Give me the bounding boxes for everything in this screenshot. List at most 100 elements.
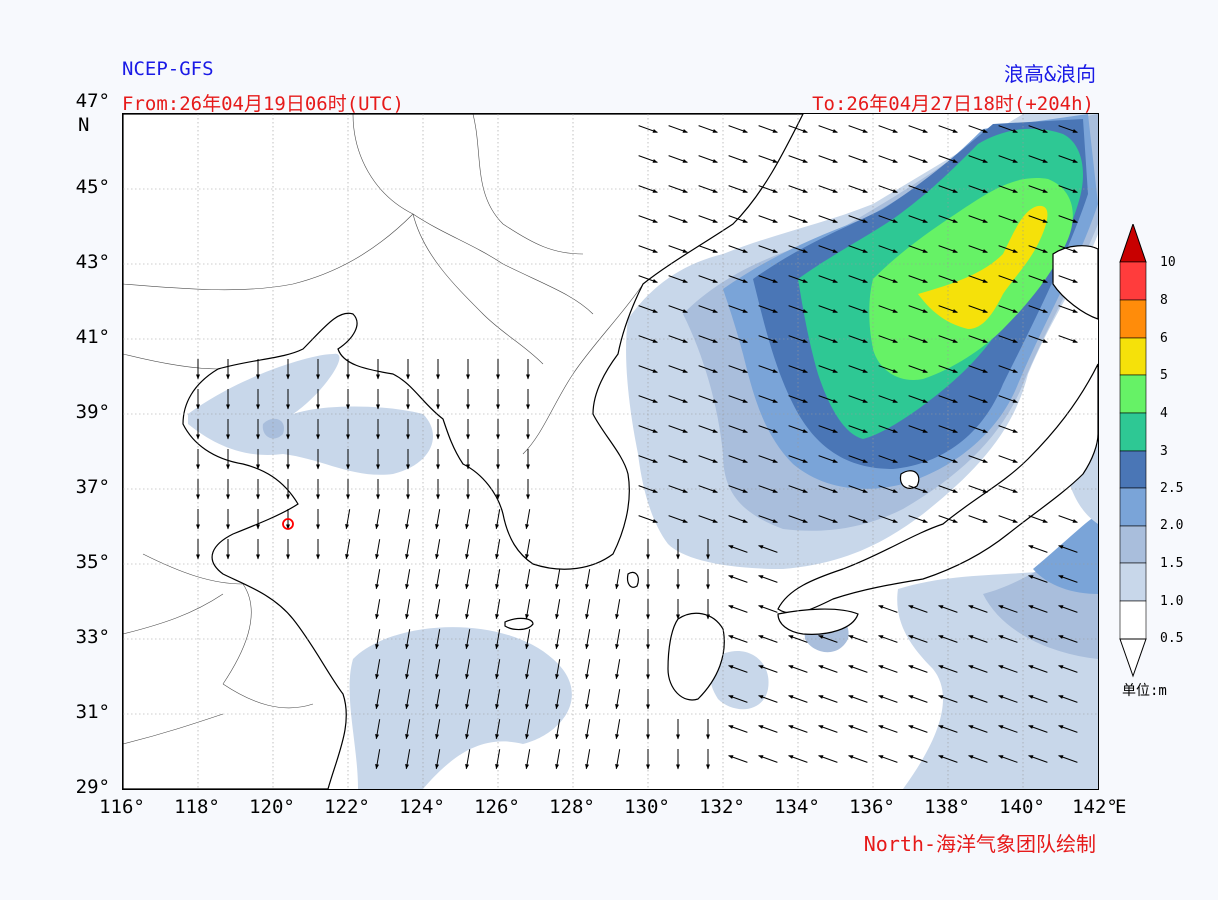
wave-direction-arrow	[495, 659, 501, 680]
wave-direction-arrow	[728, 155, 748, 163]
wave-direction-arrow	[818, 215, 838, 223]
wave-direction-arrow	[818, 635, 838, 643]
lon-label-128: 128°	[549, 796, 595, 818]
wave-direction-arrow	[555, 719, 561, 740]
wave-direction-arrow	[435, 719, 441, 740]
wave-direction-arrow	[818, 425, 838, 433]
wave-direction-arrow	[1028, 245, 1048, 253]
wave-direction-arrow	[1028, 605, 1048, 613]
wave-direction-arrow	[788, 245, 808, 253]
wave-direction-arrow	[938, 125, 958, 133]
wave-direction-arrow	[788, 665, 808, 673]
wave-direction-arrow	[638, 515, 658, 523]
wave-direction-arrow	[465, 539, 471, 560]
wave-direction-arrow	[878, 725, 898, 733]
forecast-start-time: From:26年04月19日06时(UTC)	[122, 93, 404, 115]
wave-direction-arrow	[728, 485, 748, 493]
wave-direction-arrow	[908, 335, 928, 343]
wave-direction-arrow	[728, 395, 748, 403]
wave-direction-arrow	[1028, 335, 1048, 343]
wave-direction-arrow	[638, 365, 658, 373]
wave-direction-arrow	[818, 755, 838, 763]
wave-direction-arrow	[758, 485, 778, 493]
wave-direction-arrow	[728, 365, 748, 373]
wave-direction-arrow	[818, 485, 838, 493]
wave-direction-arrow	[848, 485, 868, 493]
wave-direction-arrow	[818, 275, 838, 283]
wave-direction-arrow	[728, 635, 748, 643]
wave-direction-arrow	[1058, 575, 1078, 583]
wave-direction-arrow	[968, 185, 988, 193]
wave-direction-arrow	[495, 749, 501, 770]
colorbar-band-0.5-1.0	[1119, 600, 1147, 640]
wave-direction-arrow	[938, 695, 958, 703]
wave-direction-arrow	[788, 725, 808, 733]
wave-direction-arrow	[848, 245, 868, 253]
wave-direction-arrow	[908, 305, 928, 313]
wave-direction-arrow	[615, 569, 621, 590]
wave-direction-arrow	[848, 155, 868, 163]
lon-label-116: 116°	[99, 796, 145, 818]
wave-direction-arrow	[848, 365, 868, 373]
wave-direction-arrow	[818, 665, 838, 673]
wave-direction-arrow	[908, 395, 928, 403]
wave-direction-arrow	[435, 569, 441, 590]
wave-direction-arrow	[465, 599, 471, 620]
wave-direction-arrow	[758, 125, 778, 133]
wave-direction-arrow	[908, 635, 928, 643]
wave-direction-arrow	[585, 599, 591, 620]
wave-direction-arrow	[848, 125, 868, 133]
wave-direction-arrow	[758, 155, 778, 163]
wave-direction-arrow	[758, 635, 778, 643]
lon-label-118: 118°	[174, 796, 220, 818]
wave-direction-arrow	[758, 455, 778, 463]
wave-direction-arrow	[818, 245, 838, 253]
colorbar-band-4-5	[1119, 374, 1147, 414]
wave-direction-arrow	[968, 245, 988, 253]
wave-direction-arrow	[638, 305, 658, 313]
wave-direction-arrow	[668, 395, 688, 403]
colorbar-band-1.0-1.5	[1119, 562, 1147, 602]
wave-direction-arrow	[938, 365, 958, 373]
lon-label-142: 142°	[1072, 796, 1118, 818]
wave-direction-arrow	[1058, 755, 1078, 763]
forecast-end-time: To:26年04月27日18时(+204h)	[812, 93, 1094, 115]
wave-direction-arrow	[998, 665, 1018, 673]
wave-direction-arrow	[638, 275, 658, 283]
colorbar-band-6-8	[1119, 299, 1147, 339]
wave-direction-arrow	[345, 539, 351, 560]
wave-direction-arrow	[818, 695, 838, 703]
wave-direction-arrow	[758, 545, 778, 553]
wave-direction-arrow	[698, 215, 718, 223]
wave-direction-arrow	[758, 755, 778, 763]
wave-direction-arrow	[878, 605, 898, 613]
wave-direction-arrow	[968, 725, 988, 733]
wave-direction-arrow	[1028, 155, 1048, 163]
wave-direction-arrow	[758, 515, 778, 523]
wave-direction-arrow	[878, 125, 898, 133]
wave-direction-arrow	[1028, 275, 1048, 283]
wave-direction-arrow	[728, 575, 748, 583]
wave-direction-arrow	[968, 635, 988, 643]
wave-direction-arrow	[998, 275, 1018, 283]
lon-unit: E	[1115, 796, 1127, 818]
wave-direction-arrow	[878, 365, 898, 373]
wave-direction-arrow	[435, 749, 441, 770]
wave-direction-arrow	[375, 569, 381, 590]
wave-direction-arrow	[698, 515, 718, 523]
wave-direction-arrow	[998, 425, 1018, 433]
wave-direction-arrow	[938, 515, 958, 523]
colorbar-tick: 1.5	[1160, 556, 1184, 571]
wave-direction-arrow	[788, 125, 808, 133]
wave-direction-arrow	[668, 365, 688, 373]
grid-lines	[123, 114, 1098, 789]
wave-direction-arrow	[848, 335, 868, 343]
wave-direction-arrow	[638, 185, 658, 193]
colorbar-tick: 4	[1160, 406, 1168, 421]
wave-direction-arrow	[758, 665, 778, 673]
wave-direction-arrow	[668, 125, 688, 133]
wave-direction-arrow	[998, 125, 1018, 133]
wave-direction-arrow	[465, 659, 471, 680]
wave-direction-arrow	[908, 215, 928, 223]
wave-direction-arrow	[758, 185, 778, 193]
